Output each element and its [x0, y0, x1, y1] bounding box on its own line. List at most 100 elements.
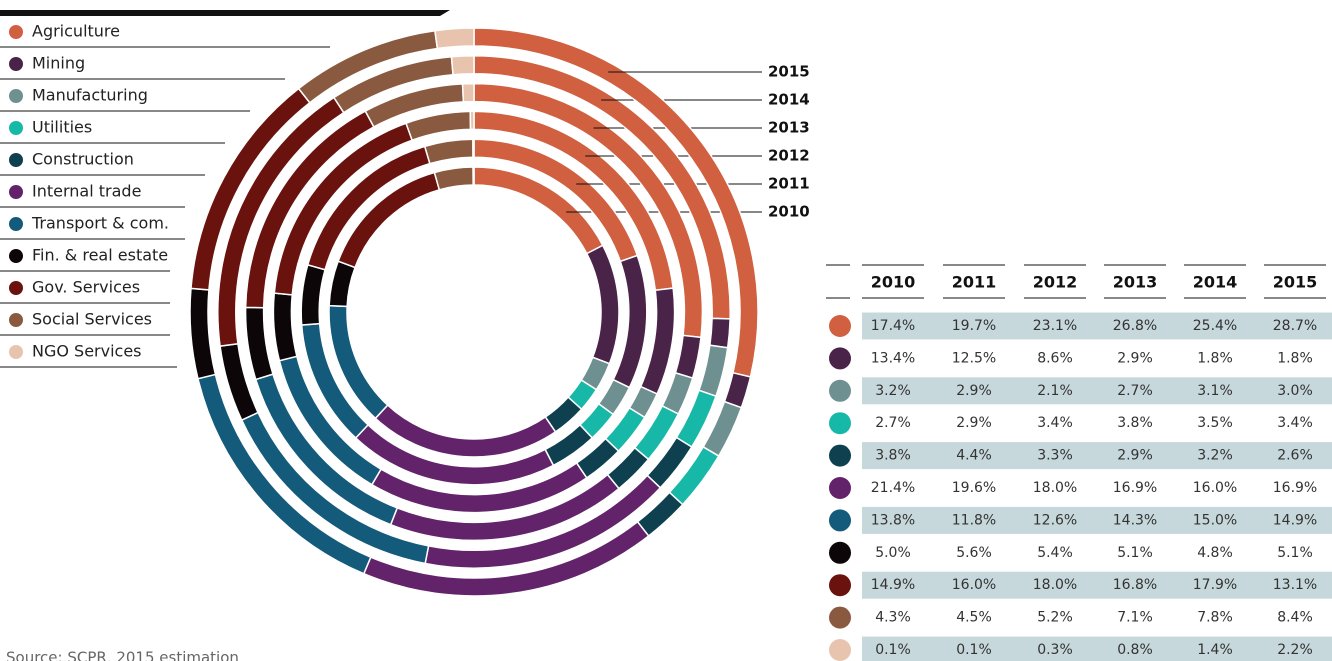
ring-segment: [709, 317, 731, 349]
table-cell: 2.7%: [1117, 383, 1153, 399]
source: Source: SCPR, 2015 estimation: [6, 649, 239, 661]
table-cell: 13.4%: [871, 350, 915, 366]
column-header: 2012: [1033, 273, 1078, 292]
table-cell: 8.4%: [1277, 610, 1313, 626]
ring-segment: [244, 306, 274, 381]
legend-label: Social Services: [32, 310, 152, 329]
table-cell: 14.9%: [1273, 512, 1317, 528]
table-cell: 8.6%: [1037, 350, 1073, 366]
table-cell: 0.1%: [875, 642, 911, 658]
ring-segment: [585, 244, 620, 365]
table-cell: 3.2%: [1197, 448, 1233, 464]
ring-segment: [405, 110, 472, 142]
table-cell: 17.9%: [1193, 577, 1237, 593]
table-cell: 14.3%: [1113, 512, 1157, 528]
legend-swatch: [9, 121, 23, 135]
table-cell: 16.8%: [1113, 577, 1157, 593]
legend-label: Fin. & real estate: [32, 246, 168, 265]
table-cell: 3.0%: [1277, 383, 1313, 399]
ring-year-label: 2015: [768, 63, 810, 81]
legend-swatch: [9, 185, 23, 199]
table-cell: 19.6%: [952, 480, 996, 496]
row-band: [862, 442, 1332, 470]
row-swatch: [829, 315, 851, 337]
ring-segment: [698, 344, 729, 398]
legend-label: Mining: [32, 54, 85, 73]
row-swatch: [829, 639, 851, 661]
table-cell: 11.8%: [952, 512, 996, 528]
table-cell: 5.2%: [1037, 610, 1073, 626]
legend-label: Internal trade: [32, 182, 141, 201]
table-cell: 2.7%: [875, 415, 911, 431]
table-cell: 2.9%: [1117, 350, 1153, 366]
ring-segment: [434, 27, 475, 50]
ring-segment: [433, 166, 474, 191]
table-cell: 28.7%: [1273, 318, 1317, 334]
table-cell: 19.7%: [952, 318, 996, 334]
table-cell: 17.4%: [871, 318, 915, 334]
table-cell: 5.1%: [1277, 545, 1313, 561]
table-cell: 2.9%: [1117, 448, 1153, 464]
table-cell: 0.1%: [956, 642, 992, 658]
table-cell: 18.0%: [1033, 480, 1077, 496]
ring-segment: [306, 145, 431, 271]
table-cell: 16.0%: [952, 577, 996, 593]
table-cell: 3.1%: [1197, 383, 1233, 399]
ring-segment: [328, 260, 357, 308]
ring-segment: [461, 82, 475, 103]
table-cell: 1.8%: [1277, 350, 1313, 366]
legend-swatch: [9, 57, 23, 71]
table-cell: 5.4%: [1037, 545, 1073, 561]
column-header: 2010: [871, 273, 916, 292]
table-cell: 2.9%: [956, 415, 992, 431]
table-cell: 0.3%: [1037, 642, 1073, 658]
table-cell: 1.4%: [1197, 642, 1233, 658]
legend-label: NGO Services: [32, 342, 142, 361]
table-cell: 21.4%: [871, 480, 915, 496]
table-cell: 16.0%: [1193, 480, 1237, 496]
ring-segment: [423, 138, 474, 165]
ring-year-label: 2013: [768, 119, 810, 137]
table-cell: 2.2%: [1277, 642, 1313, 658]
top-bar: [0, 10, 450, 16]
legend-label: Gov. Services: [32, 278, 140, 297]
ring-year-label: 2014: [768, 91, 810, 109]
table-cell: 3.4%: [1277, 415, 1313, 431]
row-swatch: [829, 379, 851, 402]
table-cell: 3.8%: [875, 448, 911, 464]
row-band: [862, 636, 1332, 661]
legend-swatch: [9, 249, 23, 263]
table-cell: 23.1%: [1033, 318, 1077, 334]
legend-swatch: [9, 25, 23, 39]
column-header: 2015: [1273, 273, 1318, 292]
table-cell: 3.3%: [1037, 448, 1073, 464]
table-cell: 1.8%: [1197, 350, 1233, 366]
row-swatch: [829, 574, 851, 597]
table-cell: 4.4%: [956, 448, 992, 464]
table-cell: 5.6%: [956, 545, 992, 561]
table-cell: 26.8%: [1113, 318, 1157, 334]
row-swatch: [829, 509, 851, 532]
row-swatch: [829, 347, 851, 370]
table-cell: 3.5%: [1197, 415, 1233, 431]
ring-year-label: 2012: [768, 147, 810, 165]
table-cell: 5.0%: [875, 545, 911, 561]
legend-swatch: [9, 313, 23, 327]
table-cell: 4.3%: [875, 610, 911, 626]
row-band: [862, 377, 1332, 405]
column-header: 2011: [952, 273, 997, 292]
table-cell: 12.5%: [952, 350, 996, 366]
ring-year-label: 2010: [768, 203, 810, 221]
row-swatch: [829, 477, 851, 499]
row-band: [862, 506, 1332, 534]
legend-label: Utilities: [32, 118, 92, 137]
table-cell: 5.1%: [1117, 545, 1153, 561]
legend-swatch: [9, 153, 23, 167]
ring-segment: [674, 334, 702, 379]
table-cell: 2.6%: [1277, 448, 1313, 464]
ring-segment: [337, 171, 441, 269]
table-cell: 2.1%: [1037, 383, 1073, 399]
column-header: 2014: [1193, 273, 1238, 292]
